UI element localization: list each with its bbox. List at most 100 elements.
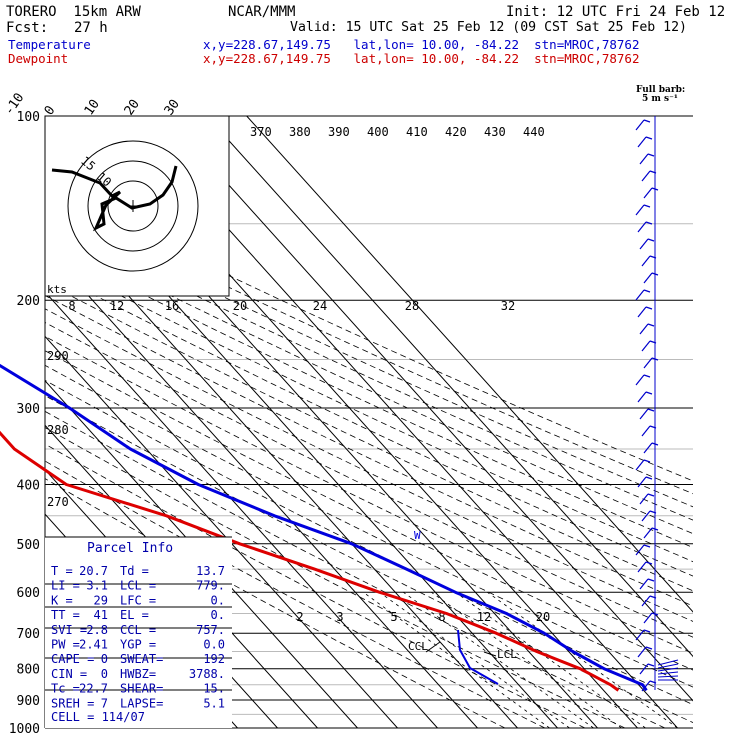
wind-barb-flag: [643, 119, 651, 123]
parcel-row-value: 15.: [203, 682, 225, 696]
dry-adiabat-line: [45, 460, 546, 728]
hodograph-axis-label: 32: [501, 299, 515, 313]
fcst-label: Fcst:: [6, 20, 49, 36]
dry-adiabat-line: [45, 350, 693, 671]
series-dewpoint-line: [0, 430, 620, 692]
parcel-row-value: 29: [94, 593, 108, 607]
wind-barb-flag: [649, 425, 657, 429]
parcel-row-label: Tc =: [51, 682, 80, 696]
parcel-row-label: SVI =: [51, 623, 87, 637]
wind-barb-flag: [647, 493, 655, 497]
mixing-ratio-label: 12: [477, 610, 491, 624]
hodograph-axis-label: 24: [313, 299, 327, 313]
parcel-row-label: HWBZ=: [120, 667, 156, 681]
wind-barb-flag: [643, 544, 651, 548]
model-title: TORERO 15km ARW: [6, 4, 141, 20]
parcel-row-label: Td =: [120, 564, 149, 578]
parcel-row-label: EL =: [120, 608, 149, 622]
dewpoint-legend: Dewpoint: [8, 51, 69, 66]
theta-tick-label: 370: [250, 125, 272, 139]
parcel-row-value: 0.: [211, 608, 225, 622]
mixing-ratio-label: 20: [536, 610, 550, 624]
dry-adiabat-line: [45, 478, 506, 728]
parcel-row-label: LAPSE=: [120, 696, 163, 710]
sounding-series: [0, 363, 648, 692]
parcel-row-label: SHEAR=: [120, 682, 163, 696]
wind-barb-flag: [651, 442, 659, 446]
parcel-row-value: 0.0: [203, 638, 225, 652]
parcel-row-value: 192: [203, 652, 225, 666]
wind-barb-flag: [647, 663, 655, 667]
fcst-value: 27 h: [74, 20, 108, 36]
parcel-info-title: Parcel Info: [87, 541, 173, 556]
wind-barb-flag: [643, 459, 651, 463]
wind-barb-flag: [647, 408, 655, 412]
parcel-row-value: 0.: [211, 593, 225, 607]
parcel-row-value: 3788.: [189, 667, 225, 681]
w-marker: W: [414, 529, 421, 542]
wind-barb-flag: [649, 680, 657, 684]
parcel-row-label: CIN =: [51, 667, 87, 681]
wind-barb-flag: [649, 170, 657, 174]
pressure-tick-label: 300: [17, 402, 40, 417]
dry-adiabat-line: [45, 197, 693, 495]
wind-barb-shaft: [637, 476, 647, 488]
wind-barb-flag: [645, 646, 653, 650]
wind-barb-flag: [651, 187, 659, 191]
wind-barb-flag: [645, 476, 653, 480]
pressure-tick-label: 600: [17, 586, 40, 601]
hodograph-unit-label: kts: [47, 283, 67, 296]
wind-barb-flag: [651, 527, 659, 531]
parcel-row-value: 0: [101, 667, 108, 681]
wind-barb-shaft: [635, 374, 645, 386]
pressure-tick-label: 500: [17, 538, 40, 553]
wind-barb-cluster: [657, 667, 679, 672]
isotherm-tick-label: 20: [122, 97, 143, 118]
wind-barb-shaft: [637, 646, 647, 658]
lcl-marker: LCL: [497, 648, 517, 661]
dry-adiabat-line: [45, 281, 693, 592]
mixing-ratio-label: 8: [438, 610, 445, 624]
parcel-row-label: K =: [51, 593, 73, 607]
parcel-row-label: LFC =: [120, 593, 156, 607]
dry-adiabat-line: [45, 185, 693, 482]
parcel-row-label: CAPE =: [51, 652, 94, 666]
mixing-ratio-label: 3: [336, 610, 343, 624]
parcel-row-label: LI =: [51, 579, 80, 593]
wind-barb-shaft: [637, 136, 647, 148]
theta-tick-label: 440: [523, 125, 545, 139]
dry-adiabat-line: [45, 244, 693, 548]
wind-barb-shaft: [639, 408, 649, 420]
wind-barb-shaft: [641, 170, 651, 182]
hodograph-ring: [67, 140, 199, 272]
parcel-row-label: CCL =: [120, 623, 156, 637]
hodograph-trace: [51, 165, 178, 232]
wind-barb-shaft: [637, 221, 647, 233]
wind-barb-shaft: [639, 493, 649, 505]
wind-barb-flag: [647, 578, 655, 582]
wind-barb-shaft: [635, 459, 645, 471]
wind-barb-shaft: [637, 306, 647, 318]
pressure-tick-label: 200: [17, 294, 40, 309]
parcel-row-value: 3.1: [86, 579, 108, 593]
theta-tick-label: 430: [484, 125, 506, 139]
hodograph-axis-label: 20: [233, 299, 247, 313]
wind-barb-flag: [647, 238, 655, 242]
parcel-row-label: PW =: [51, 638, 80, 652]
parcel-path-line: [457, 629, 499, 685]
parcel-row-value: 2.8: [86, 623, 108, 637]
pressure-tick-label: 800: [17, 663, 40, 678]
hodograph-axis-label: 12: [110, 299, 124, 313]
dry-adiabat-line: [45, 308, 693, 622]
mixing-ratio-label: 5: [390, 610, 397, 624]
full-barb-title: Full barb:: [636, 85, 686, 95]
wind-barb-shaft: [643, 612, 653, 624]
hodograph-axis-label: 8: [68, 299, 75, 313]
wind-barb-flag: [651, 272, 659, 276]
ccl-marker-tick: [425, 641, 441, 653]
wind-barb-shaft: [639, 153, 649, 165]
hodograph-ring: [87, 160, 179, 252]
wind-barb-shaft: [639, 578, 649, 590]
